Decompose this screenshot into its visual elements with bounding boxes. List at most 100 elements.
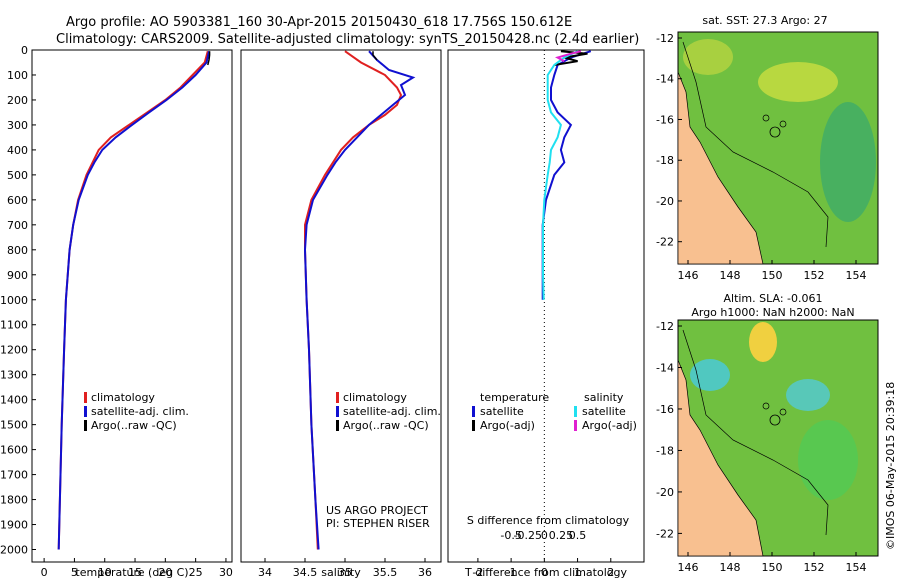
legend-argo-swatch [336,420,339,431]
sal-xlabel: salinity [321,566,361,579]
y-tick-label: 1000 [0,294,28,307]
legend-s-sat-swatch [574,406,577,417]
series-line-s-satellite [542,50,579,300]
y-tick-label: 500 [7,169,28,182]
legend-argo-label: Argo(..raw -QC) [91,419,177,432]
y-tick-label: 1800 [0,494,28,507]
s-tick-label: -0.25 [513,529,541,542]
argo-position-marker [769,126,781,138]
y-tick-label: 900 [7,269,28,282]
lat-tick-label: -16 [656,113,674,126]
header-line2: Climatology: CARS2009. Satellite-adjuste… [56,32,639,47]
sst-map-title: sat. SST: 27.3 Argo: 27 [702,14,827,27]
y-tick-label: 1200 [0,344,28,357]
y-tick-label: 1700 [0,469,28,482]
legend-sat-swatch [84,406,87,417]
pi-annotation: PI: STEPHEN RISER [326,517,430,530]
x-tick-label: 20 [158,566,172,579]
lon-tick-label: 150 [762,269,783,282]
s-tick-label: -0.5 [500,529,521,542]
diff-legend: temperature salinity satellite Argo(-adj… [472,391,637,432]
legend-argo-label: Argo(..raw -QC) [343,419,429,432]
s-tick-label: 0 [541,529,548,542]
lat-tick-label: -20 [656,486,674,499]
y-tick-label: 1300 [0,369,28,382]
sla-map-title-1: Altim. SLA: -0.061 [723,292,822,305]
series-line-argo-raw-qc- [372,51,378,61]
diff-panel-frame [447,49,645,563]
legend-title-salinity: salinity [584,391,624,404]
lat-tick-label: -22 [656,236,674,249]
reef-outline [762,402,770,410]
lat-tick-label: -20 [656,195,674,208]
diff-xlabel: T difference from climatology [464,566,627,579]
lon-tick-label: 148 [720,561,741,574]
y-tick-label: 0 [21,44,28,57]
series-line-s-argo-adj- [554,50,582,63]
legend-clim-label: climatology [91,391,155,404]
x-tick-label: -1 [506,566,517,579]
x-tick-label: 10 [98,566,112,579]
x-tick-label: 34 [258,566,272,579]
y-tick-label: 300 [7,119,28,132]
x-tick-label: 2 [607,566,614,579]
legend-sat-label: satellite-adj. clim. [91,405,189,418]
legend-title-temperature: temperature [480,391,549,404]
sal-legend: climatology satellite-adj. clim. Argo(..… [336,391,441,432]
reef-outline [779,120,787,128]
legend-sat-label: satellite-adj. clim. [343,405,441,418]
y-tick-label: 100 [7,69,28,82]
x-tick-label: 15 [128,566,142,579]
lat-tick-label: -16 [656,403,674,416]
sla-map-title-2: Argo h1000: NaN h2000: NaN [691,306,854,319]
y-tick-label: 200 [7,94,28,107]
legend-clim-swatch [84,392,87,403]
lon-tick-label: 154 [846,561,867,574]
temp-xlabel: temperature (deg C) [75,566,188,579]
difference-chart: -2 -1 0 1 2-0.5-0.250 0.250.5 [472,50,614,579]
y-tick-label: 1500 [0,419,28,432]
s-tick-label: 0.25 [549,529,574,542]
high-sla-patch [749,322,777,362]
x-tick-label: 34.5 [293,566,318,579]
depth-contour [682,329,829,536]
series-line-argo-raw-qc- [207,51,211,66]
temp-panel-frame [31,49,233,563]
legend-clim-swatch [336,392,339,403]
low-sla-patch [786,379,830,411]
x-tick-label: 0 [541,566,548,579]
x-tick-label: 30 [219,566,233,579]
lon-tick-label: 146 [678,561,699,574]
x-tick-label: 35.5 [373,566,398,579]
y-tick-label: 1100 [0,319,28,332]
series-line-satellite-adj-clim- [303,50,416,550]
y-tick-label: 400 [7,144,28,157]
warm-patch [683,39,733,75]
diff-xlabel-top: S difference from climatology [467,514,630,527]
series-line-satellite-adj-clim- [57,50,210,550]
x-tick-label: 0 [41,566,48,579]
y-tick-label: 2000 [0,544,28,557]
lon-tick-label: 148 [720,269,741,282]
argo-position-marker [769,414,781,426]
project-annotation: US ARGO PROJECT [326,504,428,517]
lat-tick-label: -14 [656,361,674,374]
temperature-chart: 0 5 10 15 20 25 30 [41,50,233,579]
mid-sla-patch [798,420,858,500]
legend-s-argo-swatch [574,420,577,431]
warm-patch [758,62,838,102]
y-tick-label: 1900 [0,519,28,532]
land-mass [677,359,764,557]
credit-text: ©IMOS 06-May-2015 20:39:18 [884,382,897,550]
reef-outline [762,114,770,122]
depth-contour [682,41,829,248]
lon-tick-label: 154 [846,269,867,282]
s-tick-label: 0.5 [569,529,587,542]
x-tick-label: 36 [418,566,432,579]
x-tick-label: 35 [338,566,352,579]
land-mass [677,71,764,265]
header-line1: Argo profile: AO 5903381_160 30-Apr-2015… [66,15,572,30]
legend-t-sat-label: satellite [480,405,524,418]
sla-map: -12 -14 -16 -18 -20 -22 146 148 150 152 154 [656,319,879,574]
